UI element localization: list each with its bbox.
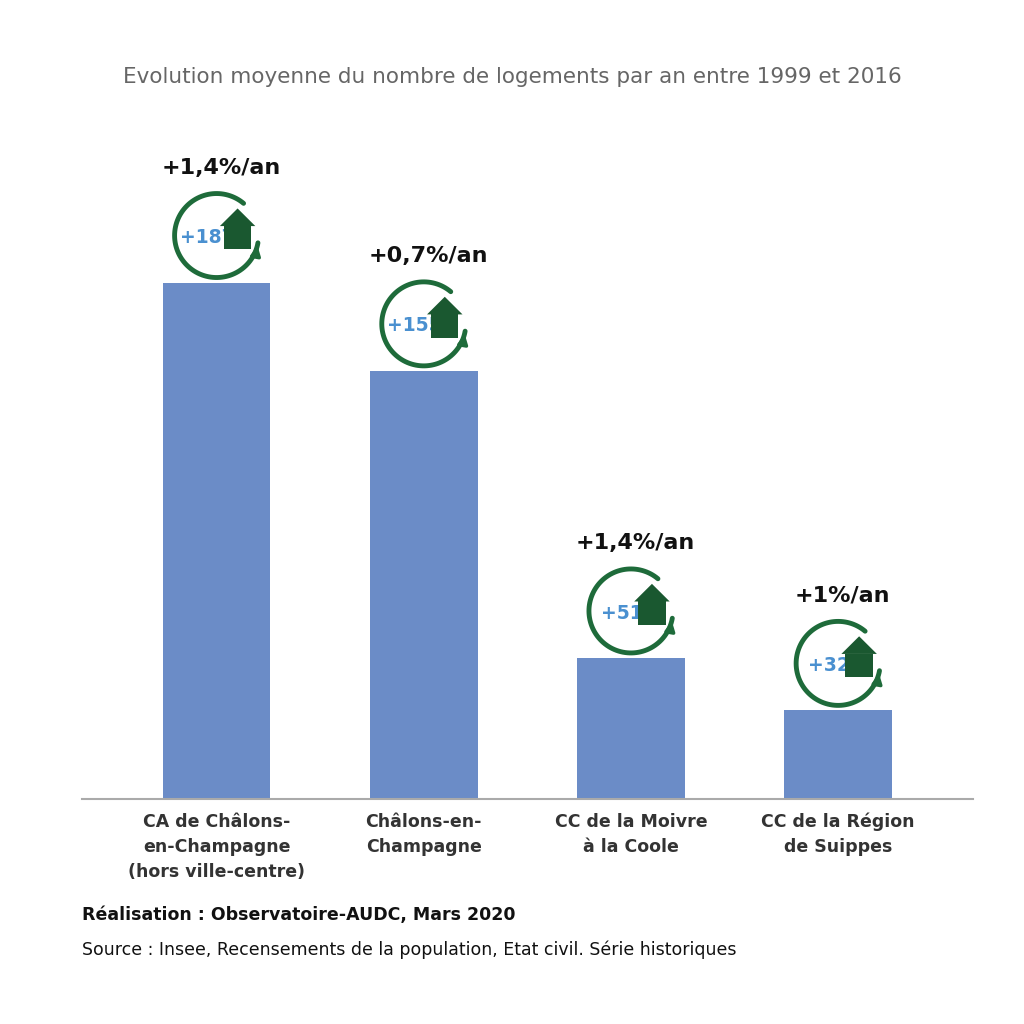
Text: Evolution moyenne du nombre de logements par an entre 1999 et 2016: Evolution moyenne du nombre de logements…: [123, 67, 901, 87]
Text: +32: +32: [808, 656, 850, 675]
Text: +0,7%/an: +0,7%/an: [369, 246, 487, 266]
Text: Réalisation : Observatoire-AUDC, Mars 2020: Réalisation : Observatoire-AUDC, Mars 20…: [82, 906, 515, 925]
Text: +1,4%/an: +1,4%/an: [575, 532, 694, 553]
Text: Source : Insee, Recensements de la population, Etat civil. Série historiques: Source : Insee, Recensements de la popul…: [82, 940, 736, 958]
Text: +155: +155: [387, 316, 441, 336]
Text: +51: +51: [601, 603, 642, 623]
Bar: [578, 658, 685, 799]
Bar: [163, 283, 270, 799]
Bar: [370, 371, 477, 799]
Text: +1,4%/an: +1,4%/an: [161, 158, 281, 177]
Bar: [784, 711, 892, 799]
Text: +1%/an: +1%/an: [795, 586, 890, 605]
Text: +187: +187: [180, 228, 234, 247]
